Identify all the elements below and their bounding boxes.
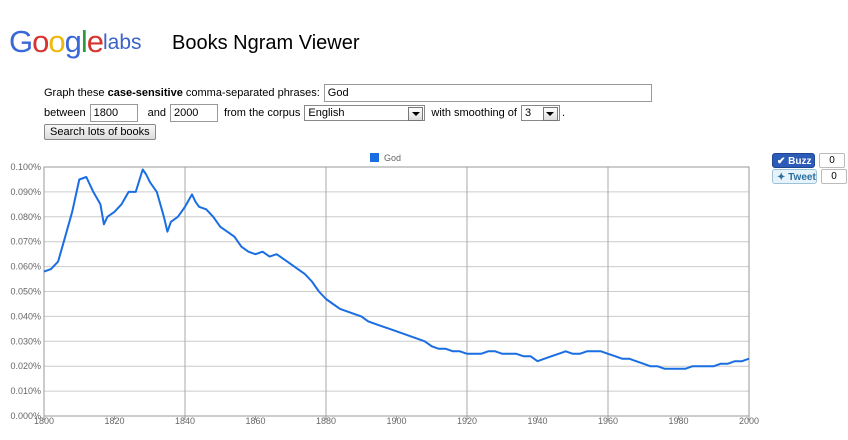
and-label: and	[147, 107, 166, 119]
legend-label: God	[384, 153, 401, 163]
phrases-label: Graph these case-sensitive comma-separat…	[44, 87, 320, 99]
legend-swatch	[370, 153, 379, 162]
corpus-value: English	[308, 107, 345, 119]
smoothing-label: with smoothing of	[431, 107, 517, 119]
page-title: Books Ngram Viewer	[172, 32, 360, 54]
ngram-chart: 0.000% 0.010% 0.020% 0.030% 0.040% 0.050% 0.06…	[10, 153, 759, 426]
x-tick-label: 1880	[316, 416, 336, 426]
y-tick-label: 0.100%	[10, 162, 41, 172]
x-axis-ticks: 1800 1820 1840 1860 1880 1900 1920 1940 1960 1980…	[34, 416, 759, 426]
y-axis-ticks: 0.000% 0.010% 0.020% 0.030% 0.040% 0.050% 0.06…	[10, 162, 41, 421]
x-tick-label: 1860	[245, 416, 265, 426]
smoothing-select[interactable]: 3	[520, 105, 560, 121]
labs-label: labs	[103, 31, 142, 54]
range-row: between 1800 and 2000 from the corpus En…	[44, 103, 565, 123]
chart-legend: God	[370, 153, 401, 163]
y-tick-label: 0.010%	[10, 386, 41, 396]
corpus-select[interactable]: English	[304, 105, 426, 121]
buzz-label: Buzz	[788, 156, 812, 167]
tweet-count: 0	[821, 169, 847, 184]
phrases-row: Graph these case-sensitive comma-separat…	[44, 83, 652, 103]
y-tick-label: 0.000%	[10, 411, 41, 421]
y-tick-label: 0.030%	[10, 336, 41, 346]
x-tick-label: 1800	[34, 416, 54, 426]
plot-frame	[43, 166, 750, 417]
chevron-down-icon[interactable]	[542, 107, 558, 121]
tweet-label: Tweet	[788, 172, 816, 183]
twitter-bird-icon: ✦	[777, 172, 786, 183]
chevron-down-icon[interactable]	[408, 107, 424, 121]
y-tick-label: 0.080%	[10, 212, 41, 222]
y-tick-label: 0.060%	[10, 262, 41, 272]
buzz-count: 0	[819, 153, 845, 168]
start-year-input[interactable]: 1800	[89, 104, 138, 122]
end-year-input[interactable]: 2000	[169, 104, 218, 122]
series-lines	[43, 168, 750, 370]
x-tick-label: 2000	[739, 416, 759, 426]
tweet-button[interactable]: ✦ Tweet	[772, 169, 817, 184]
phrases-input[interactable]: God	[323, 84, 652, 102]
x-tick-label: 1940	[527, 416, 547, 426]
search-button[interactable]: Search lots of books	[44, 124, 156, 140]
x-tick-label: 1920	[457, 416, 477, 426]
y-tick-label: 0.020%	[10, 361, 41, 371]
series-line-god[interactable]	[43, 168, 750, 370]
x-tick-label: 1900	[386, 416, 406, 426]
x-tick-label: 1980	[668, 416, 688, 426]
google-wordmark: Google	[9, 24, 104, 59]
smoothing-value: 3	[524, 107, 532, 119]
x-tick-label: 1960	[598, 416, 618, 426]
buzz-button[interactable]: ✔ Buzz	[772, 153, 815, 168]
google-labs-logo[interactable]: Google labs	[9, 26, 149, 58]
chart-grid	[43, 166, 750, 420]
y-tick-label: 0.090%	[10, 187, 41, 197]
y-tick-label: 0.050%	[10, 287, 41, 297]
y-tick-label: 0.070%	[10, 237, 41, 247]
buzz-icon: ✔	[777, 156, 786, 167]
x-tick-label: 1840	[175, 416, 195, 426]
x-tick-label: 1820	[104, 416, 124, 426]
y-tick-label: 0.040%	[10, 311, 41, 321]
period: .	[561, 107, 566, 119]
between-label: between	[44, 107, 86, 119]
corpus-label: from the corpus	[223, 107, 301, 119]
